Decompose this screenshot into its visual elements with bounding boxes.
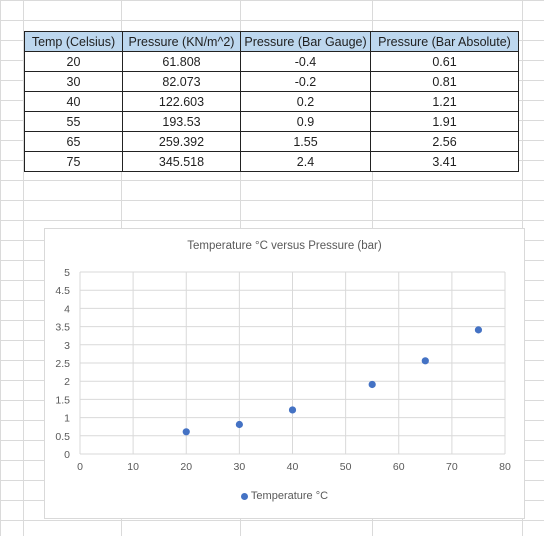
x-tick-label: 10 — [127, 461, 139, 473]
legend-marker — [240, 492, 248, 500]
y-tick-label: 2.5 — [55, 358, 70, 370]
data-point — [474, 326, 483, 334]
x-tick-label: 30 — [234, 461, 246, 473]
x-tick-label: 80 — [499, 461, 511, 473]
table-cell[interactable]: 193.53 — [122, 111, 241, 132]
table-cell[interactable]: 259.392 — [122, 131, 241, 152]
legend-label: Temperature °C — [250, 490, 329, 502]
data-point — [235, 420, 243, 429]
scatter-chart[interactable]: Temperature °C versus Pressure (bar) 0 0.… — [44, 228, 525, 519]
table-cell[interactable]: 1.91 — [370, 111, 519, 132]
y-tick-label: 4 — [64, 303, 70, 315]
table-row: 75 345.518 2.4 3.41 — [24, 151, 519, 172]
table-cell[interactable]: 61.808 — [122, 51, 241, 72]
x-tick-label: 40 — [287, 461, 299, 473]
table-cell[interactable]: 3.41 — [370, 151, 519, 172]
table-cell[interactable]: 0.9 — [240, 111, 371, 132]
header-cell[interactable]: Pressure (KN/m^2) — [122, 31, 241, 52]
x-tick-label: 70 — [446, 461, 458, 473]
table-cell[interactable]: 65 — [24, 131, 123, 152]
chart-title: Temperature °C versus Pressure (bar) — [187, 240, 382, 252]
table-cell[interactable]: 75 — [24, 151, 123, 172]
x-tick-label: 0 — [77, 461, 83, 473]
table-row: 40 122.603 0.2 1.21 — [24, 91, 519, 112]
table-cell[interactable]: -0.4 — [240, 51, 371, 72]
table-cell[interactable]: 2.4 — [240, 151, 371, 172]
header-cell[interactable]: Pressure (Bar Absolute) — [370, 31, 519, 52]
data-point — [182, 428, 190, 436]
y-tick-label: 2 — [64, 376, 70, 388]
chart-legend: Temperature °C — [45, 490, 524, 502]
table-row: 55 193.53 0.9 1.91 — [24, 111, 519, 132]
table-cell[interactable]: 0.81 — [370, 71, 519, 92]
table-header-row: Temp (Celsius) Pressure (KN/m^2) Pressur… — [24, 31, 519, 52]
table-cell[interactable]: -0.2 — [240, 71, 371, 92]
y-tick-label: 0 — [64, 449, 70, 461]
table-cell[interactable]: 122.603 — [122, 91, 241, 112]
y-tick-label: 0.5 — [55, 431, 70, 443]
table-cell[interactable]: 55 — [24, 111, 123, 132]
table-cell[interactable]: 345.518 — [122, 151, 241, 172]
table-row: 20 61.808 -0.4 0.61 — [24, 51, 519, 72]
y-tick-label: 1 — [64, 413, 70, 425]
y-tick-label: 3.5 — [55, 322, 70, 334]
data-point — [288, 406, 297, 414]
data-table: Temp (Celsius) Pressure (KN/m^2) Pressur… — [24, 31, 519, 172]
table-row: 65 259.392 1.55 2.56 — [24, 131, 519, 152]
table-cell[interactable]: 0.2 — [240, 91, 371, 112]
x-tick-label: 60 — [393, 461, 405, 473]
plot-area: 00.511.522.533.544.550 10 20 30 40 50 60 70 80 — [55, 267, 511, 473]
header-cell[interactable]: Pressure (Bar Gauge) — [240, 31, 371, 52]
y-tick-label: 4.5 — [55, 285, 70, 297]
table-cell[interactable]: 30 — [24, 71, 123, 92]
table-cell[interactable]: 0.61 — [370, 51, 519, 72]
x-tick-label: 50 — [340, 461, 352, 473]
table-cell[interactable]: 1.21 — [370, 91, 519, 112]
table-row: 30 82.073 -0.2 0.81 — [24, 71, 519, 92]
table-cell[interactable]: 1.55 — [240, 131, 371, 152]
table-cell[interactable]: 20 — [24, 51, 123, 72]
table-cell[interactable]: 82.073 — [122, 71, 241, 92]
header-cell[interactable]: Temp (Celsius) — [24, 31, 123, 52]
data-point — [421, 357, 429, 365]
y-tick-label: 3 — [64, 340, 70, 352]
y-tick-label: 1.5 — [55, 394, 70, 406]
sheet-column-line — [23, 0, 24, 536]
x-tick-label: 20 — [180, 461, 192, 473]
y-tick-label: 5 — [64, 267, 70, 279]
table-cell[interactable]: 40 — [24, 91, 123, 112]
data-point — [368, 380, 376, 389]
table-cell[interactable]: 2.56 — [370, 131, 519, 152]
